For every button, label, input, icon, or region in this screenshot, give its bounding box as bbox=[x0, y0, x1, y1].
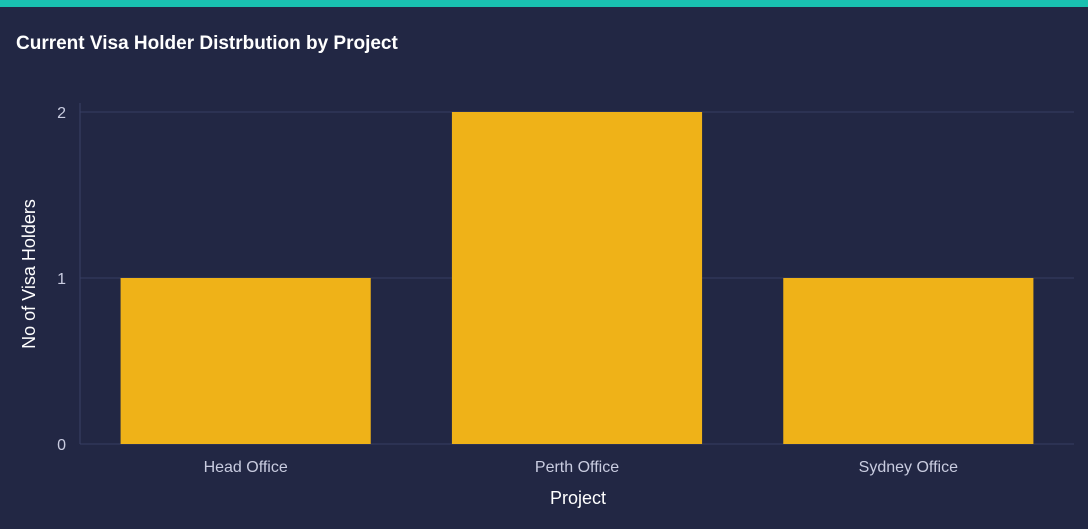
chart-title: Current Visa Holder Distrbution by Proje… bbox=[16, 33, 398, 54]
y-tick-label: 0 bbox=[57, 437, 66, 454]
bars bbox=[120, 112, 1034, 444]
y-axis-title: No of Visa Holders bbox=[19, 199, 39, 349]
panel-accent-bar bbox=[0, 0, 1088, 7]
x-tick-label: Sydney Office bbox=[859, 459, 958, 476]
y-tick-label: 1 bbox=[57, 271, 66, 288]
bar-head-office[interactable] bbox=[120, 278, 371, 444]
y-tick-labels: 0 1 2 bbox=[57, 105, 66, 454]
x-tick-label: Perth Office bbox=[535, 459, 619, 476]
bar-sydney-office[interactable] bbox=[783, 278, 1034, 444]
x-tick-labels: Head Office Perth Office Sydney Office bbox=[204, 459, 959, 476]
bar-perth-office[interactable] bbox=[451, 112, 703, 444]
x-tick-label: Head Office bbox=[204, 459, 288, 476]
y-tick-label: 2 bbox=[57, 105, 66, 122]
x-axis-title: Project bbox=[550, 488, 606, 508]
